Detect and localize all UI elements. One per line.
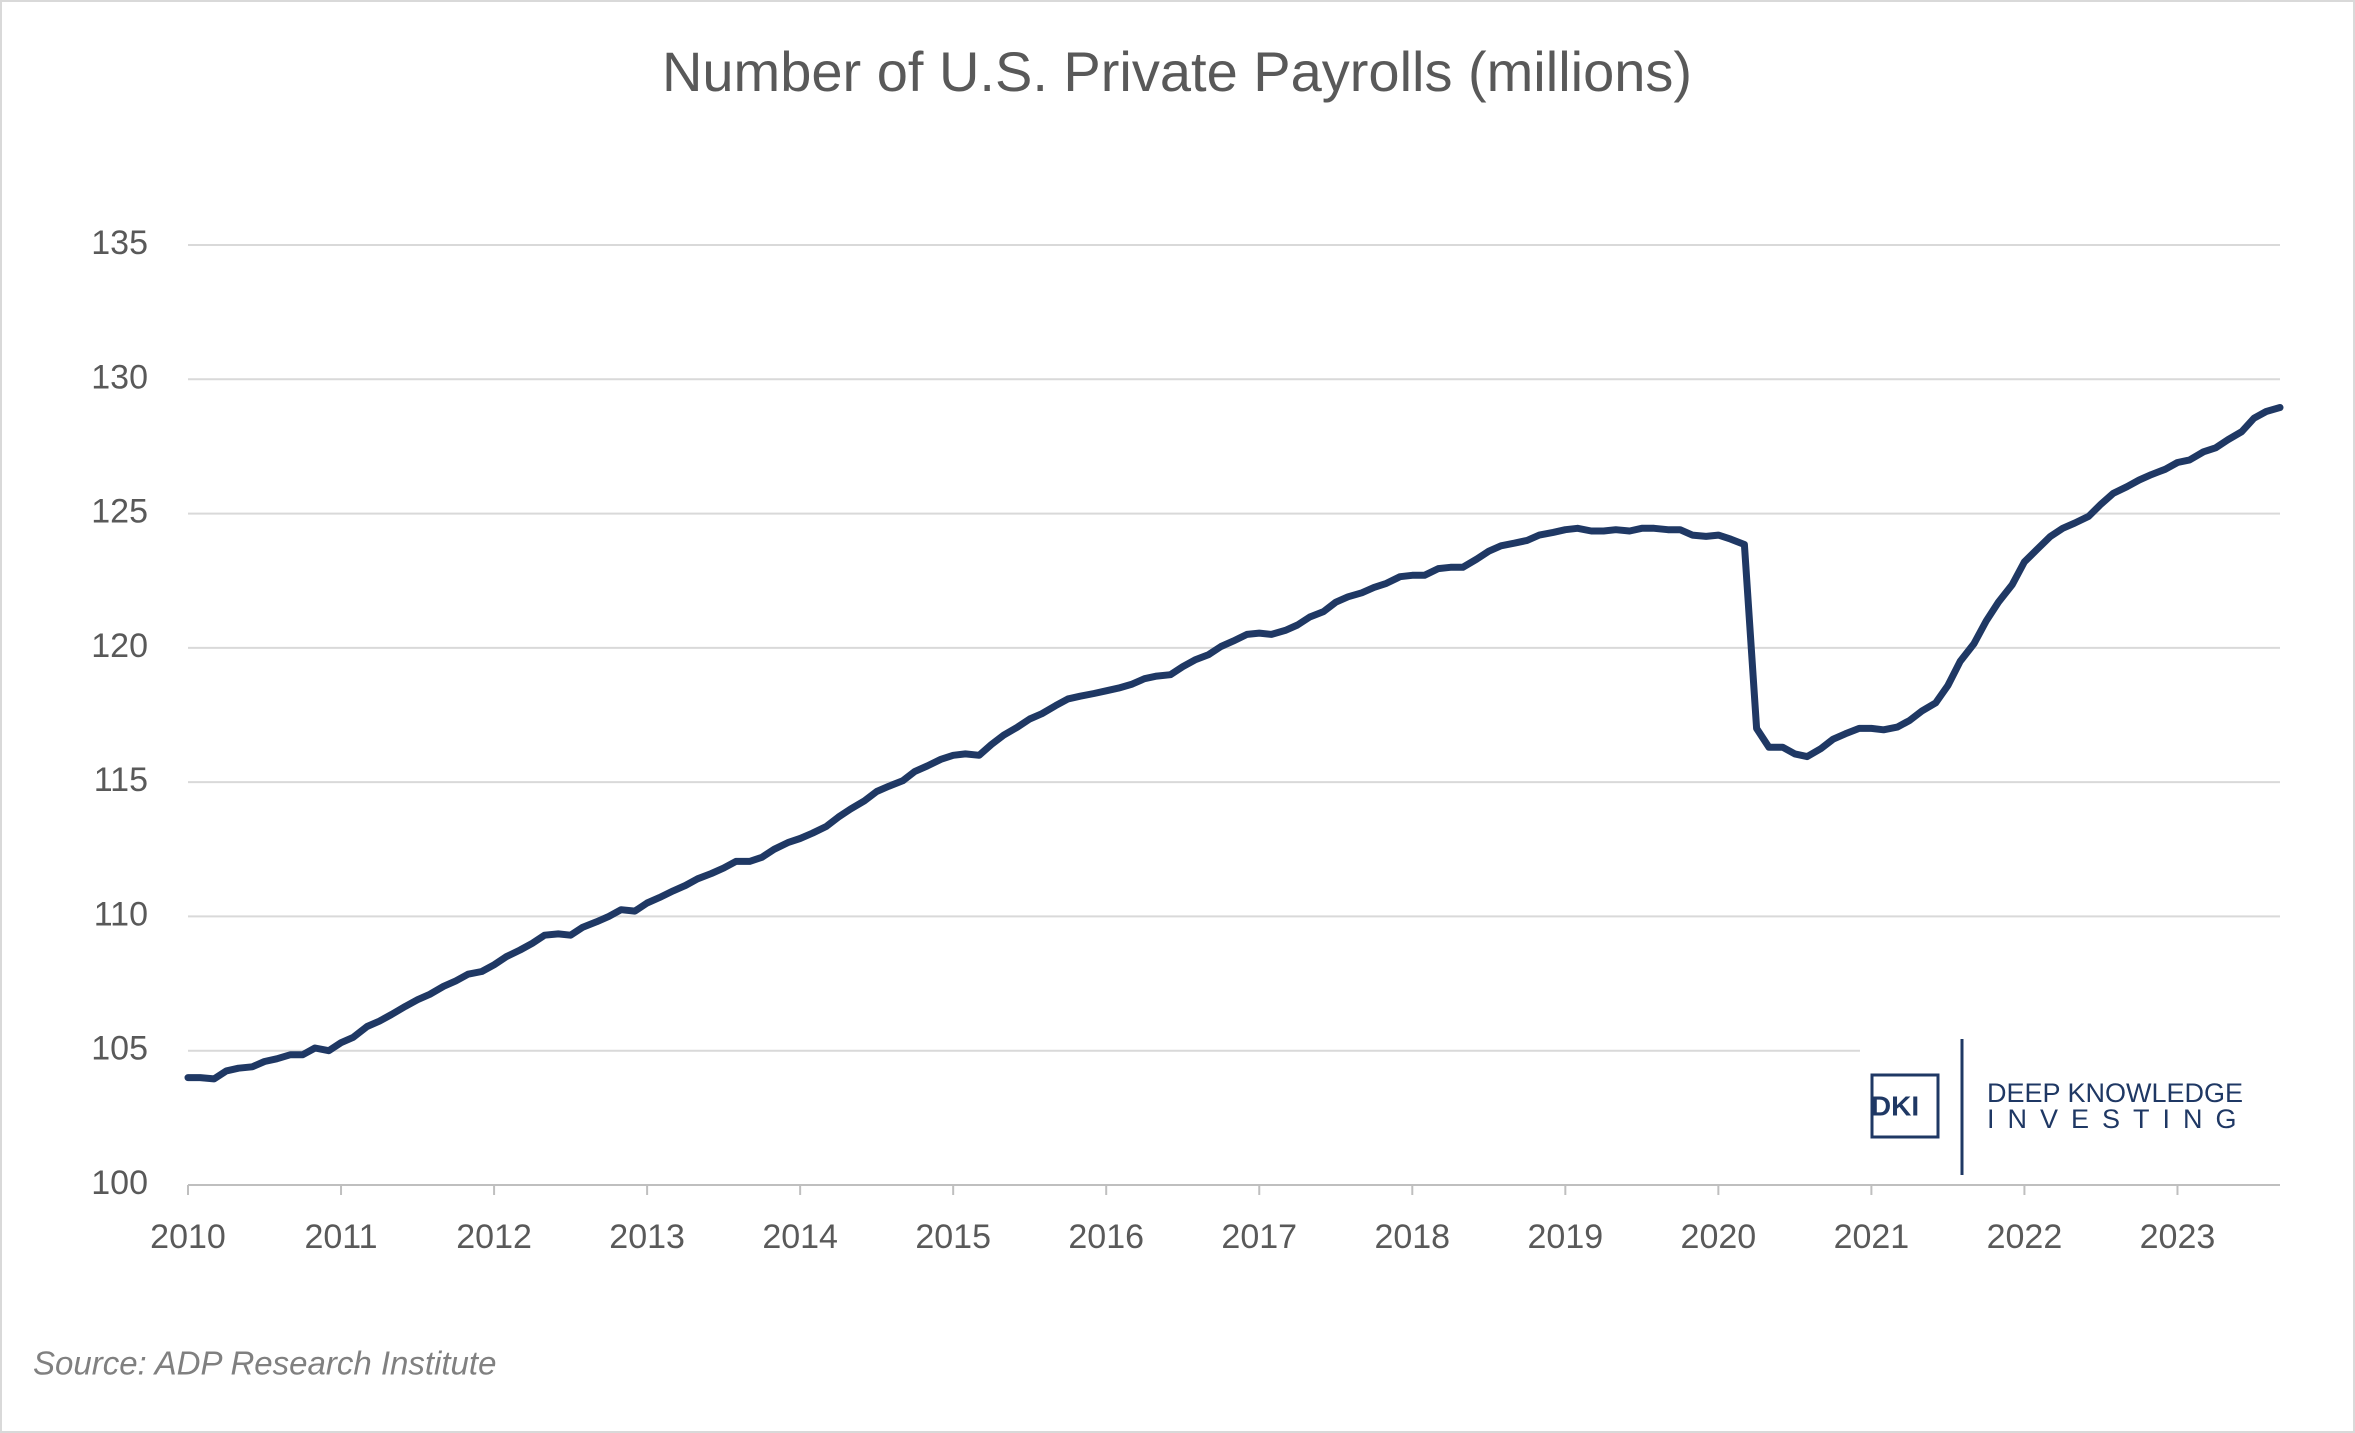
logo-box bbox=[1870, 1073, 1940, 1139]
x-tick-label: 2022 bbox=[1987, 1218, 2063, 1256]
x-tick-label: 2011 bbox=[304, 1218, 377, 1256]
y-tick-label: 120 bbox=[91, 627, 148, 665]
source-note: Source: ADP Research Institute bbox=[33, 1345, 496, 1382]
plot-area: 100 105 110 115 120 125 130 135 2010 2011 2012 2013… bbox=[91, 224, 2284, 1256]
chart-title: Number of U.S. Private Payrolls (million… bbox=[662, 40, 1692, 103]
x-tick-label: 2013 bbox=[609, 1218, 685, 1256]
x-tick-label: 2023 bbox=[2140, 1218, 2216, 1256]
logo-line1: DEEP KNOWLEDGE bbox=[1987, 1078, 2243, 1108]
y-tick-label: 125 bbox=[91, 493, 148, 531]
logo-line2: INVESTING bbox=[1987, 1104, 2250, 1134]
logo: DKI DEEP KNOWLEDGE INVESTING bbox=[1860, 1030, 2280, 1180]
x-tick-label: 2020 bbox=[1681, 1218, 1757, 1256]
y-tick-label: 130 bbox=[91, 358, 148, 396]
x-tick-label: 2018 bbox=[1374, 1218, 1450, 1256]
logo-mark: DKI bbox=[1871, 1090, 1919, 1121]
y-tick-label: 115 bbox=[94, 761, 148, 799]
x-tick-label: 2012 bbox=[456, 1218, 532, 1256]
logo-background bbox=[1860, 1030, 2280, 1180]
y-tick-label: 105 bbox=[91, 1030, 148, 1068]
x-tick-label: 2017 bbox=[1221, 1218, 1297, 1256]
y-tick-label: 135 bbox=[91, 224, 148, 262]
x-tick-label: 2014 bbox=[762, 1218, 838, 1256]
x-tick-label: 2016 bbox=[1068, 1218, 1144, 1256]
y-tick-label: 110 bbox=[94, 895, 148, 933]
data-line bbox=[184, 404, 2284, 1083]
x-tick-label: 2010 bbox=[150, 1218, 226, 1256]
x-tick-label: 2015 bbox=[915, 1218, 991, 1256]
x-tick-label: 2021 bbox=[1834, 1218, 1910, 1256]
x-tick-label: 2019 bbox=[1528, 1218, 1604, 1256]
y-tick-label: 100 bbox=[91, 1164, 148, 1202]
